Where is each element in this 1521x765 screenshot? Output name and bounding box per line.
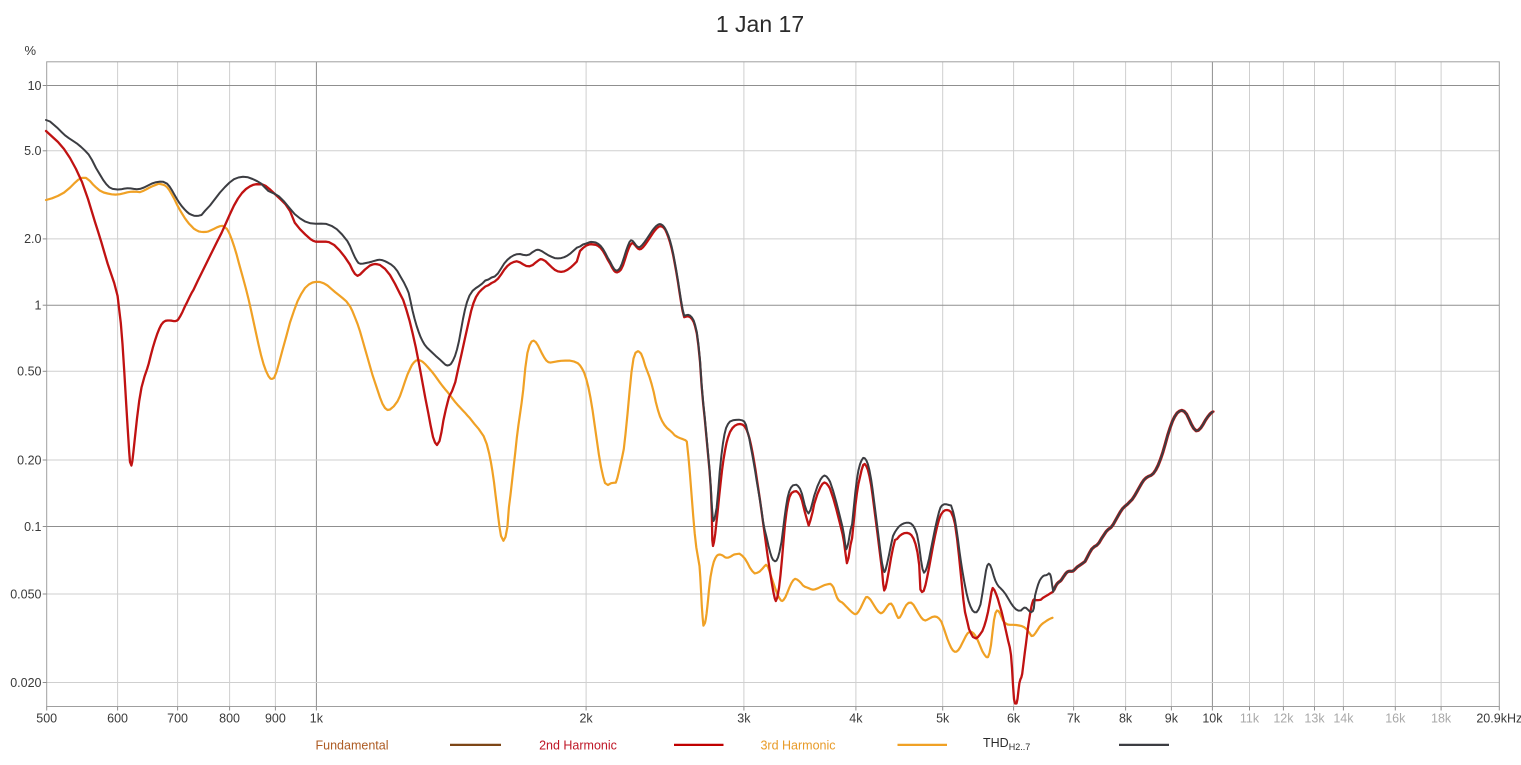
svg-text:3k: 3k <box>737 712 751 726</box>
svg-text:Fundamental: Fundamental <box>316 739 389 753</box>
svg-text:600: 600 <box>107 712 128 726</box>
svg-text:700: 700 <box>167 712 188 726</box>
svg-text:0.020: 0.020 <box>10 676 41 690</box>
svg-text:16k: 16k <box>1385 712 1406 726</box>
svg-text:%: % <box>24 43 36 58</box>
svg-text:6k: 6k <box>1007 712 1021 726</box>
svg-text:10k: 10k <box>1202 712 1223 726</box>
svg-text:1 Jan 17: 1 Jan 17 <box>716 11 804 37</box>
svg-text:9k: 9k <box>1165 712 1179 726</box>
svg-text:20.9kHz: 20.9kHz <box>1476 712 1521 726</box>
svg-text:7k: 7k <box>1067 712 1081 726</box>
svg-text:18k: 18k <box>1431 712 1452 726</box>
svg-text:5k: 5k <box>936 712 950 726</box>
svg-text:11k: 11k <box>1240 712 1260 726</box>
svg-text:2.0: 2.0 <box>24 232 41 246</box>
svg-text:0.050: 0.050 <box>10 587 41 601</box>
svg-text:2nd Harmonic: 2nd Harmonic <box>539 739 617 753</box>
svg-text:1: 1 <box>35 299 42 313</box>
svg-text:4k: 4k <box>849 712 863 726</box>
svg-text:900: 900 <box>265 712 286 726</box>
svg-text:500: 500 <box>36 712 57 726</box>
svg-text:3rd Harmonic: 3rd Harmonic <box>760 739 835 753</box>
svg-text:10: 10 <box>28 79 42 93</box>
svg-text:8k: 8k <box>1119 712 1133 726</box>
svg-text:0.20: 0.20 <box>17 453 41 467</box>
svg-text:13k: 13k <box>1304 712 1325 726</box>
svg-text:THDH2..7: THDH2..7 <box>983 736 1030 752</box>
svg-text:5.0: 5.0 <box>24 144 41 158</box>
svg-text:12k: 12k <box>1273 712 1294 726</box>
svg-text:800: 800 <box>219 712 240 726</box>
svg-text:0.1: 0.1 <box>24 520 41 534</box>
svg-text:2k: 2k <box>579 712 593 726</box>
svg-text:1k: 1k <box>310 712 324 726</box>
svg-text:0.50: 0.50 <box>17 365 41 379</box>
svg-text:14k: 14k <box>1333 712 1354 726</box>
